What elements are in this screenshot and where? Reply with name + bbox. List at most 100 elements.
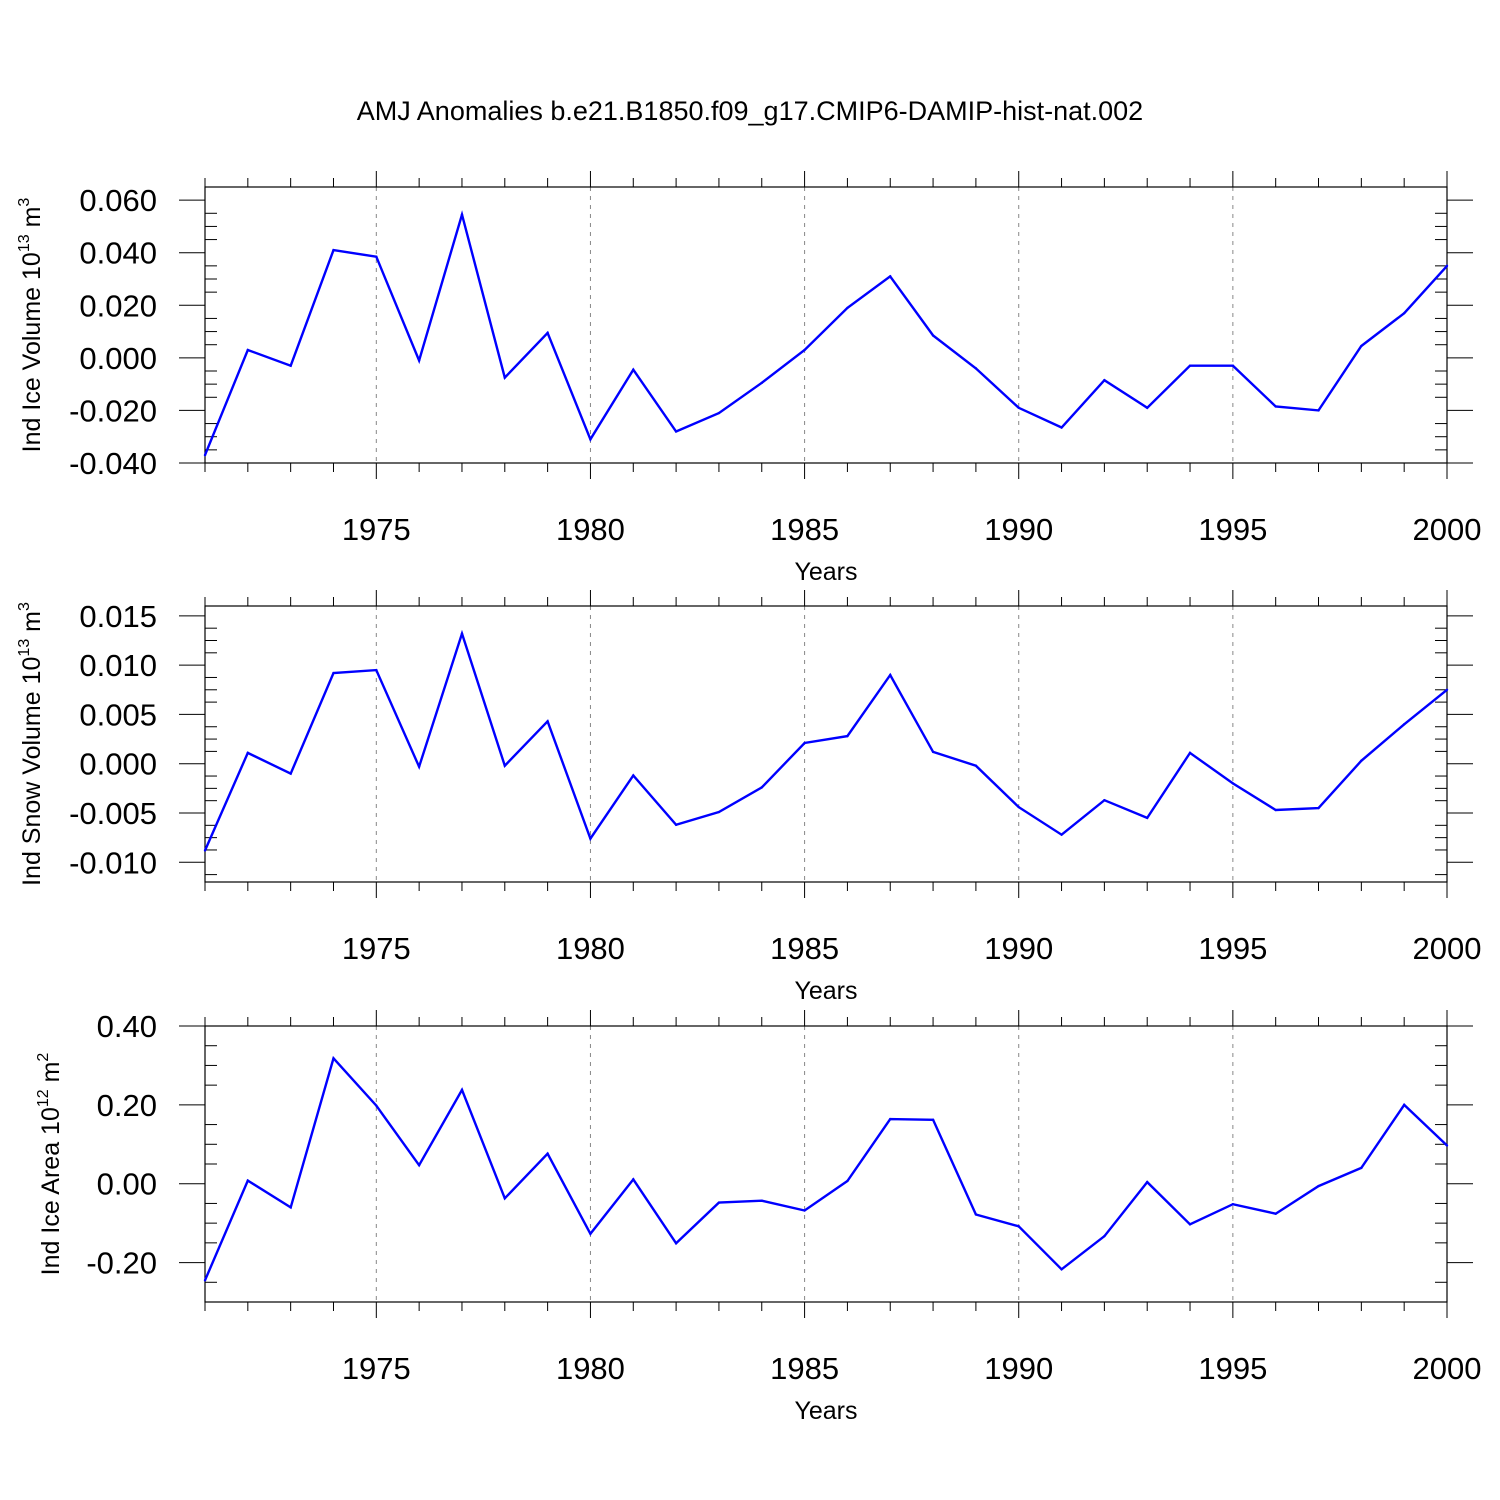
data-point [1017, 805, 1020, 809]
x-tick-label: 1980 [556, 931, 625, 966]
data-point [889, 673, 892, 677]
data-point [1402, 311, 1406, 315]
data-point [417, 1163, 421, 1167]
x-tick-label: 1995 [1198, 1351, 1267, 1386]
data-point [417, 359, 421, 362]
y-tick-label: 0.040 [79, 236, 157, 271]
data-point [760, 381, 763, 385]
data-point [1060, 833, 1063, 836]
data-point [203, 453, 207, 457]
data-point [846, 1179, 849, 1183]
data-point [546, 1152, 549, 1155]
y-tick-label: 0.010 [79, 648, 157, 683]
data-point [589, 837, 592, 840]
data-point [1274, 808, 1277, 812]
x-tick-label: 1980 [556, 512, 625, 547]
data-point [289, 772, 292, 775]
data-point [1060, 426, 1063, 429]
x-tick-label: 1975 [342, 1351, 411, 1386]
data-point [1231, 782, 1235, 785]
data-point [889, 275, 892, 278]
x-tick-label: 1990 [984, 512, 1053, 547]
panel-2: -0.010 -0.005 0.000 0.005 0.010 0.015 1975 1980… [16, 590, 1481, 1005]
x-tick-label: 1990 [984, 931, 1053, 966]
plot-frame [204, 605, 1448, 883]
x-tick-label: 1995 [1198, 931, 1267, 966]
data-point [717, 1201, 721, 1204]
data-point [203, 1279, 207, 1282]
data-point [546, 331, 549, 335]
data-point [460, 1088, 464, 1092]
x-tick-label: 1980 [556, 1351, 625, 1386]
data-point [589, 1232, 592, 1235]
chart-title: AMJ Anomalies b.e21.B1850.f09_g17.CMIP6-… [356, 96, 1144, 126]
y-tick-label: -0.010 [69, 845, 157, 880]
data-point [1017, 1225, 1020, 1228]
data-point [1445, 1144, 1449, 1147]
data-point [1360, 1166, 1363, 1170]
x-axis-label: Years [794, 558, 857, 586]
data-point [1017, 406, 1020, 409]
data-point [1274, 405, 1277, 408]
data-point [375, 255, 378, 258]
x-tick-label: 1990 [984, 1351, 1053, 1386]
x-tick-label: 2000 [1413, 1351, 1482, 1386]
panel-3: -0.20 0.00 0.20 0.40 1975 1980 1985 1990 1995 200… [35, 1009, 1481, 1425]
series-line-1 [203, 629, 1448, 851]
y-tick-label: 0.000 [79, 747, 157, 782]
data-point [1103, 798, 1106, 802]
data-point [974, 367, 978, 370]
data-point [1402, 723, 1406, 726]
data-point [632, 368, 635, 371]
x-axis-label: Years [794, 977, 857, 1005]
data-point [1146, 1180, 1149, 1184]
data-point [503, 764, 506, 767]
data-point [632, 774, 635, 777]
x-tick-label: 1975 [342, 512, 411, 547]
data-point [589, 438, 592, 441]
data-point [803, 1209, 806, 1212]
panel-1: -0.040 -0.020 0.000 0.020 0.040 0.060 1975 1980… [16, 171, 1481, 586]
data-point [1103, 1234, 1106, 1238]
data-point [846, 306, 849, 310]
y-tick-label: 0.000 [79, 341, 157, 376]
data-point [674, 430, 678, 433]
data-point [375, 1104, 378, 1107]
plot-frame [204, 1025, 1448, 1303]
data-point [1402, 1103, 1406, 1107]
y-tick-label: -0.020 [69, 393, 157, 428]
data-point [674, 1242, 678, 1245]
y-axis-label: Ind Ice Area 1012 m2 [35, 1053, 65, 1276]
data-point [246, 348, 250, 352]
x-tick-label: 2000 [1413, 931, 1482, 966]
data-point [332, 1057, 335, 1060]
data-point [717, 810, 721, 814]
x-tick-label: 2000 [1413, 512, 1482, 547]
data-point [632, 1178, 635, 1181]
data-point [1146, 406, 1149, 409]
y-tick-label: -0.20 [86, 1246, 157, 1281]
y-tick-label: 0.00 [97, 1167, 157, 1202]
data-point [803, 741, 806, 745]
data-point [1445, 264, 1449, 268]
data-point [1231, 1203, 1235, 1206]
data-point [846, 734, 849, 738]
data-point [1060, 1268, 1063, 1271]
data-point [931, 334, 935, 337]
data-point [332, 671, 335, 675]
data-point [503, 1197, 506, 1200]
x-tick-label: 1995 [1198, 512, 1267, 547]
data-point [760, 1199, 763, 1202]
y-tick-label: 0.20 [97, 1088, 157, 1123]
y-axis-label: Ind Ice Volume 1013 m3 [16, 198, 46, 453]
data-point [1445, 688, 1449, 691]
data-point [1146, 816, 1149, 820]
data-point [974, 1213, 978, 1216]
data-point [717, 411, 721, 415]
data-point [1188, 364, 1192, 367]
data-point [332, 248, 335, 252]
y-tick-label: 0.005 [79, 697, 157, 732]
y-tick-label: 0.060 [79, 183, 157, 218]
data-point [417, 765, 421, 768]
